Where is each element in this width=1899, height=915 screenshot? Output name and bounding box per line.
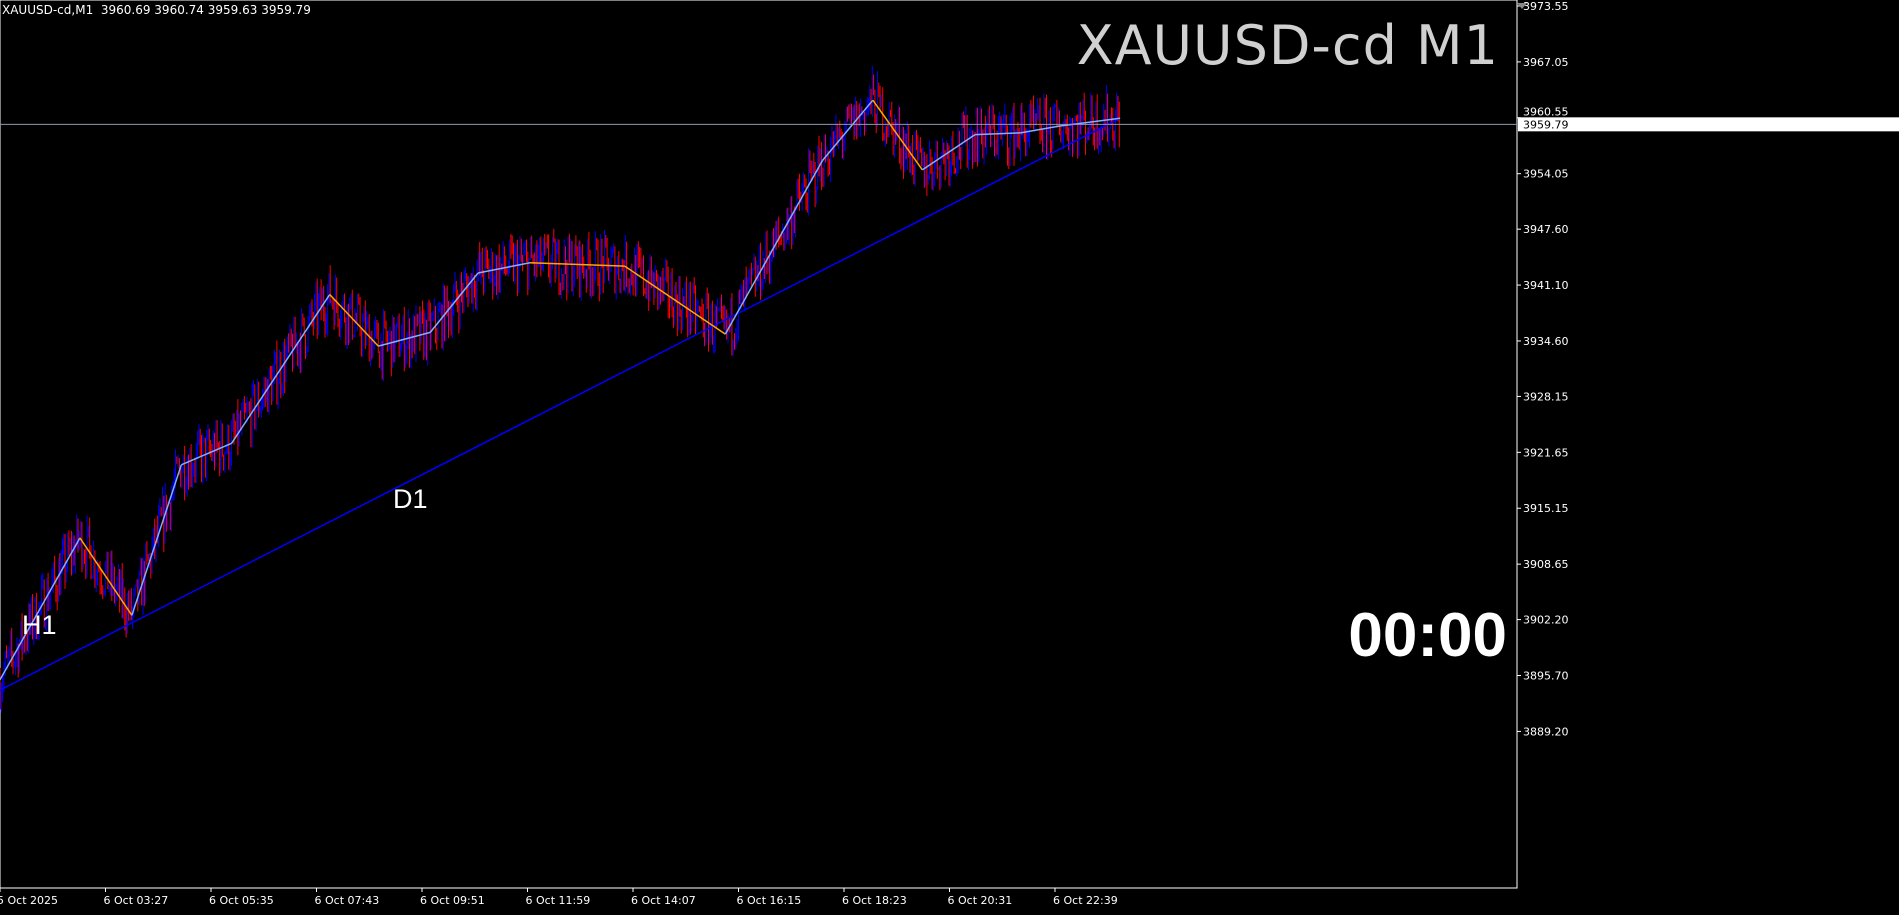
zigzag-segment [131,464,183,616]
bar-countdown: 00:00 [1348,601,1507,670]
x-tick-label: 6 Oct 11:59 [526,894,591,907]
zigzag-segment [79,537,133,616]
trendline [0,117,1121,691]
low-value: 3959.63 [207,3,258,17]
y-tick-label: 3921.65 [1523,446,1569,459]
y-tick-label: 3908.65 [1523,558,1569,571]
x-tick-label: 6 Oct 09:51 [420,894,485,907]
y-tick-label: 3960.55 [1523,105,1569,118]
x-tick-label: 5 Oct 2025 [0,894,58,907]
d1-label: D1 [393,484,428,514]
high-value: 3960.74 [154,3,204,17]
current-price-box [1518,117,1899,132]
y-tick-label: 3928.15 [1523,390,1569,403]
zigzag-segment [0,537,81,681]
y-tick-label: 3934.60 [1523,335,1569,348]
chart-frame [0,0,1518,889]
zigzag-segment [624,265,726,335]
zigzag-segment [529,261,625,267]
open-value: 3960.69 [100,3,151,17]
zigzag-segment [872,99,923,171]
x-tick-label: 6 Oct 22:39 [1053,894,1118,907]
zigzag-segment [230,294,331,444]
zigzag-segment [921,133,976,171]
zigzag-segment [329,294,379,347]
y-tick-label: 3947.60 [1523,223,1569,236]
y-tick-label: 3889.20 [1523,725,1569,738]
zigzag-segment [821,99,874,161]
zigzag-segment [181,442,232,466]
y-tick-label: 3902.20 [1523,614,1569,627]
x-tick-label: 6 Oct 05:35 [209,894,274,907]
y-tick-label: 3954.05 [1523,168,1569,181]
zigzag-segment [975,132,1021,136]
y-tick-label: 3967.05 [1523,56,1569,69]
h1-label: H1 [22,610,57,640]
x-tick-label: 6 Oct 14:07 [631,894,696,907]
current-price-label: 3959.79 [1523,118,1569,131]
x-tick-label: 6 Oct 16:15 [737,894,802,907]
y-tick-label: 3973.55 [1523,0,1569,13]
close-value: 3959.79 [261,3,311,17]
symbol-name: XAUUSD-cd,M1 [2,3,94,17]
symbol-watermark: XAUUSD-cd M1 [1076,14,1499,77]
y-tick-label: 3915.15 [1523,502,1569,515]
zigzag-segment [1020,125,1061,134]
x-tick-label: 6 Oct 18:23 [842,894,907,907]
zigzag-segment [378,331,431,347]
zigzag-segment [429,272,479,333]
chart-shift-marker [1517,3,1527,9]
zigzag-segment [724,160,824,335]
symbol-ohlc-header: XAUUSD-cd,M1 3960.69 3960.74 3959.63 395… [2,3,311,17]
x-tick-label: 6 Oct 03:27 [104,894,169,907]
zigzag-segment [477,261,531,274]
x-tick-label: 6 Oct 20:31 [948,894,1013,907]
y-tick-label: 3895.70 [1523,670,1569,683]
y-tick-label: 3941.10 [1523,279,1569,292]
x-tick-label: 6 Oct 07:43 [315,894,380,907]
